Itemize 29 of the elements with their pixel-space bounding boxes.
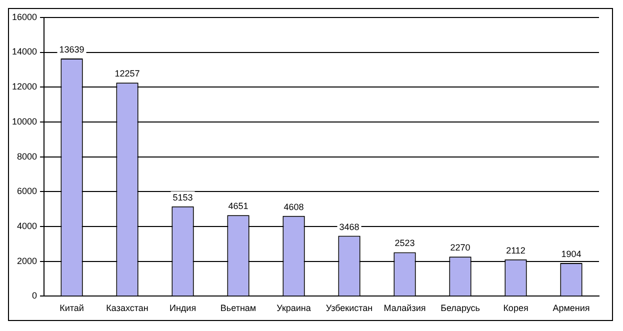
x-tick-label: Малайзия [384,303,426,314]
x-tick-label: Армения [552,303,590,314]
y-tick-label: 12000 [12,82,38,92]
y-tick-label: 6000 [16,186,38,196]
x-tick-label: Вьетнам [220,303,256,314]
y-tick-label: 16000 [12,12,38,22]
data-label: 2112 [506,245,526,256]
data-label: 2523 [394,238,415,248]
x-tick-label: Узбекистан [326,303,373,314]
y-tick-label: 14000 [12,46,38,57]
x-tick-label: Беларусь [440,303,480,314]
x-tick-label: Китай [60,303,84,314]
data-label: 1904 [561,249,582,260]
x-tick-label: Украина [276,303,311,314]
data-label: 4608 [284,202,304,212]
data-label: 2270 [450,242,470,253]
y-tick-label: 4000 [16,220,38,231]
data-label: 4651 [228,201,248,212]
x-tick-label: Казахстан [106,303,148,314]
x-tick-label: Индия [169,303,196,314]
x-tick-label: Корея [503,303,528,314]
data-label: 13639 [59,44,84,55]
data-label: 5153 [172,192,193,202]
y-tick-label: 0 [32,290,38,301]
y-tick-label: 2000 [16,256,38,266]
y-tick-label: 8000 [16,151,38,162]
data-label: 12257 [114,68,140,79]
y-tick-label: 10000 [12,116,38,126]
data-label: 3468 [339,222,360,232]
